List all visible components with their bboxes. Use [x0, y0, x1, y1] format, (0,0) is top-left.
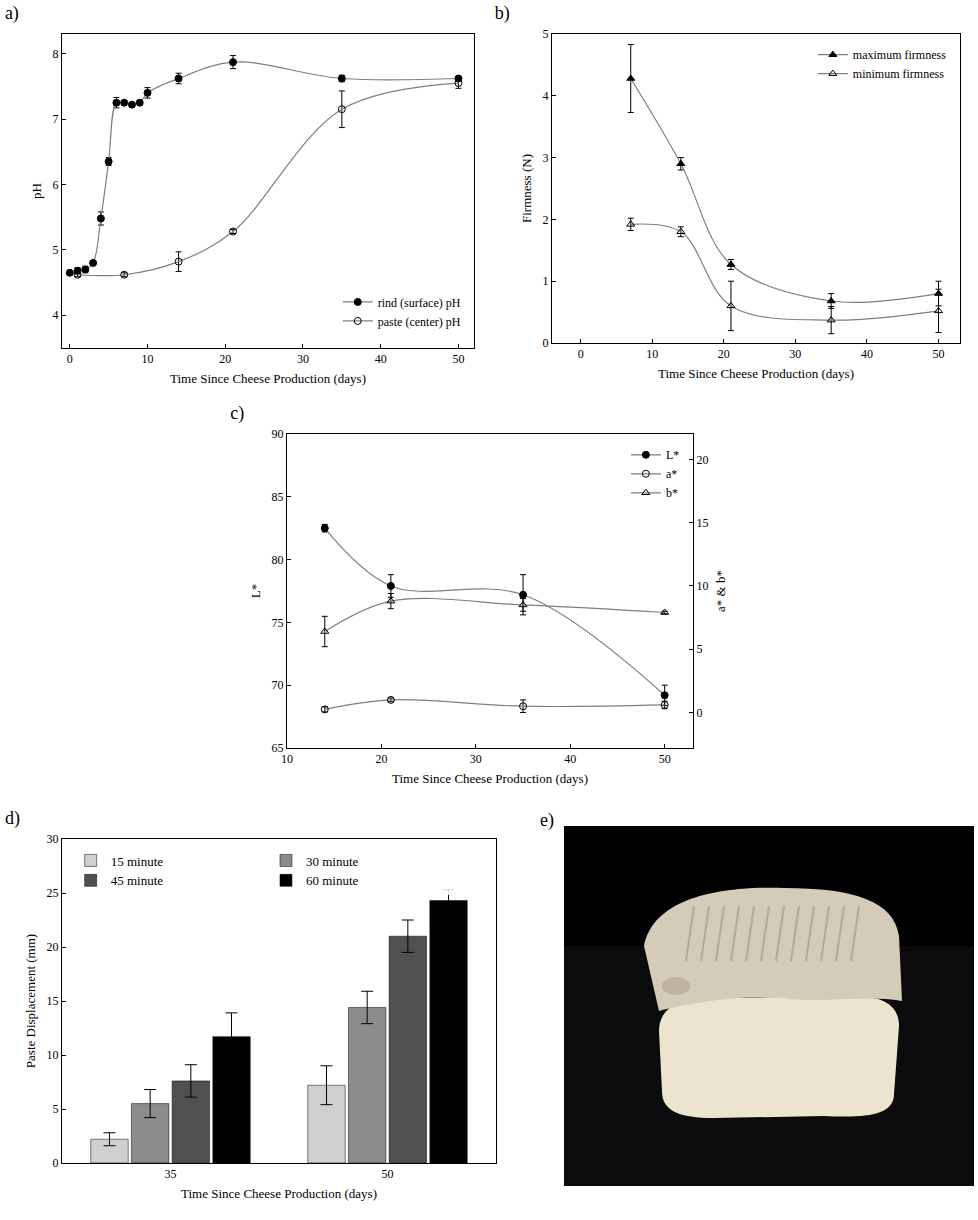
- svg-text:maximum firmness: maximum firmness: [853, 48, 946, 62]
- svg-text:85: 85: [272, 490, 284, 504]
- svg-text:6: 6: [53, 178, 59, 192]
- svg-text:0: 0: [53, 1156, 59, 1170]
- svg-text:pH: pH: [29, 183, 44, 199]
- svg-text:15 minute: 15 minute: [111, 854, 164, 869]
- svg-text:10: 10: [646, 347, 658, 361]
- svg-text:20: 20: [696, 453, 708, 467]
- svg-text:L*: L*: [248, 584, 263, 598]
- svg-text:a*: a*: [666, 467, 677, 481]
- svg-text:40: 40: [861, 347, 873, 361]
- svg-text:3: 3: [543, 151, 549, 165]
- svg-text:10: 10: [281, 752, 293, 766]
- svg-text:Time Since Cheese Production (: Time Since Cheese Production (days): [392, 771, 588, 786]
- svg-text:Paste Displacement (mm): Paste Displacement (mm): [23, 934, 38, 1068]
- svg-text:c): c): [230, 403, 244, 424]
- svg-text:50: 50: [382, 1167, 394, 1181]
- svg-text:paste (center) pH: paste (center) pH: [378, 315, 461, 329]
- svg-text:a* & b*: a* & b*: [713, 570, 728, 612]
- svg-text:0: 0: [543, 336, 549, 350]
- svg-text:30 minute: 30 minute: [306, 854, 359, 869]
- svg-text:45 minute: 45 minute: [111, 873, 164, 888]
- svg-text:rind (surface) pH: rind (surface) pH: [378, 296, 461, 310]
- svg-text:5: 5: [696, 642, 702, 656]
- svg-text:Firmness (N): Firmness (N): [519, 154, 534, 223]
- svg-text:1: 1: [543, 274, 549, 288]
- svg-text:20: 20: [47, 940, 59, 954]
- svg-text:Time Since Cheese Production (: Time Since Cheese Production (days): [170, 371, 366, 386]
- svg-text:d): d): [5, 808, 20, 829]
- svg-text:20: 20: [219, 352, 231, 366]
- svg-text:minimum firmness: minimum firmness: [853, 67, 944, 81]
- svg-text:b*: b*: [666, 486, 678, 500]
- svg-text:10: 10: [696, 579, 708, 593]
- svg-text:5: 5: [53, 1102, 59, 1116]
- svg-text:0: 0: [67, 352, 73, 366]
- svg-text:90: 90: [272, 427, 284, 441]
- svg-text:40: 40: [375, 352, 387, 366]
- svg-text:60 minute: 60 minute: [306, 873, 359, 888]
- svg-text:5: 5: [543, 27, 549, 41]
- svg-text:4: 4: [53, 308, 59, 322]
- svg-text:a): a): [5, 3, 19, 24]
- svg-text:30: 30: [47, 832, 59, 846]
- svg-text:b): b): [495, 3, 510, 24]
- svg-text:65: 65: [272, 741, 284, 755]
- svg-text:25: 25: [47, 886, 59, 900]
- svg-text:50: 50: [933, 347, 945, 361]
- svg-text:20: 20: [718, 347, 730, 361]
- svg-text:10: 10: [47, 1048, 59, 1062]
- svg-text:75: 75: [272, 616, 284, 630]
- svg-text:40: 40: [564, 752, 576, 766]
- svg-text:80: 80: [272, 553, 284, 567]
- svg-text:20: 20: [375, 752, 387, 766]
- svg-text:30: 30: [789, 347, 801, 361]
- svg-text:35: 35: [165, 1167, 177, 1181]
- svg-text:30: 30: [470, 752, 482, 766]
- svg-text:30: 30: [297, 352, 309, 366]
- svg-text:2: 2: [543, 213, 549, 227]
- svg-text:0: 0: [696, 706, 702, 720]
- svg-text:0: 0: [578, 347, 584, 361]
- svg-text:7: 7: [53, 112, 59, 126]
- svg-text:5: 5: [53, 243, 59, 257]
- svg-text:15: 15: [47, 994, 59, 1008]
- html-text:e): e): [540, 810, 554, 830]
- svg-text:10: 10: [142, 352, 154, 366]
- svg-text:Time Since Cheese Production (: Time Since Cheese Production (days): [658, 366, 854, 381]
- svg-text:70: 70: [272, 678, 284, 692]
- svg-text:4: 4: [543, 89, 549, 103]
- svg-text:8: 8: [53, 47, 59, 61]
- svg-text:50: 50: [452, 352, 464, 366]
- svg-text:L*: L*: [666, 448, 679, 462]
- svg-text:15: 15: [696, 516, 708, 530]
- svg-text:50: 50: [659, 752, 671, 766]
- svg-text:Time Since Cheese Production (: Time Since Cheese Production (days): [181, 1186, 377, 1201]
